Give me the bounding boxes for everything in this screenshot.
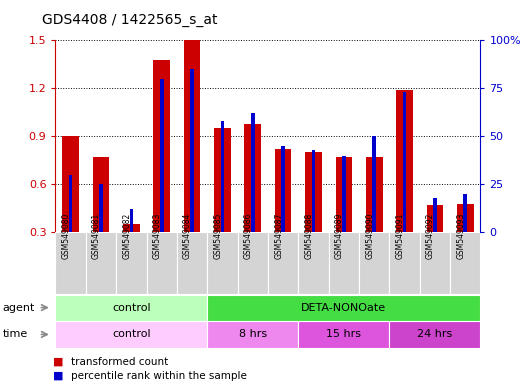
Bar bbox=[62, 136, 79, 232]
Bar bbox=[69, 175, 72, 232]
Text: 8 hrs: 8 hrs bbox=[239, 329, 267, 339]
Bar bbox=[55, 321, 207, 348]
Text: GSM549085: GSM549085 bbox=[213, 212, 222, 258]
Bar bbox=[359, 232, 390, 294]
Text: GDS4408 / 1422565_s_at: GDS4408 / 1422565_s_at bbox=[42, 13, 218, 27]
Bar bbox=[221, 121, 224, 232]
Text: GSM549093: GSM549093 bbox=[456, 212, 465, 259]
Bar bbox=[403, 92, 407, 232]
Text: GSM549092: GSM549092 bbox=[426, 212, 435, 258]
Bar bbox=[55, 232, 86, 294]
Bar bbox=[129, 209, 133, 232]
Bar bbox=[184, 40, 201, 232]
Bar bbox=[305, 152, 322, 232]
Bar bbox=[328, 232, 359, 294]
Bar bbox=[427, 205, 444, 232]
Text: control: control bbox=[112, 303, 150, 313]
Bar bbox=[335, 157, 352, 232]
Bar bbox=[251, 113, 254, 232]
Text: ■: ■ bbox=[53, 357, 63, 367]
Bar bbox=[190, 69, 194, 232]
Bar bbox=[177, 232, 207, 294]
Bar bbox=[298, 321, 389, 348]
Bar bbox=[312, 150, 315, 232]
Text: GSM549089: GSM549089 bbox=[335, 212, 344, 258]
Text: GSM549087: GSM549087 bbox=[274, 212, 283, 258]
Bar bbox=[342, 156, 346, 232]
Bar bbox=[160, 79, 164, 232]
Text: control: control bbox=[112, 329, 150, 339]
Bar bbox=[207, 232, 238, 294]
Bar bbox=[396, 90, 413, 232]
Bar bbox=[464, 194, 467, 232]
Bar bbox=[214, 128, 231, 232]
Bar bbox=[450, 232, 480, 294]
Bar bbox=[433, 198, 437, 232]
Bar bbox=[99, 184, 103, 232]
Bar bbox=[207, 295, 480, 321]
Bar bbox=[238, 232, 268, 294]
Text: DETA-NONOate: DETA-NONOate bbox=[301, 303, 386, 313]
Bar bbox=[420, 232, 450, 294]
Bar bbox=[268, 232, 298, 294]
Bar bbox=[298, 232, 328, 294]
Bar bbox=[55, 295, 207, 321]
Bar bbox=[92, 157, 109, 232]
Bar bbox=[86, 232, 116, 294]
Text: GSM549091: GSM549091 bbox=[395, 212, 404, 258]
Bar bbox=[281, 146, 285, 232]
Text: 24 hrs: 24 hrs bbox=[417, 329, 452, 339]
Text: ■: ■ bbox=[53, 371, 63, 381]
Bar bbox=[457, 204, 474, 232]
Text: percentile rank within the sample: percentile rank within the sample bbox=[71, 371, 247, 381]
Bar bbox=[207, 321, 298, 348]
Text: GSM549088: GSM549088 bbox=[305, 212, 314, 258]
Text: 15 hrs: 15 hrs bbox=[326, 329, 361, 339]
Text: time: time bbox=[3, 329, 28, 339]
Text: GSM549081: GSM549081 bbox=[92, 212, 101, 258]
Text: GSM549083: GSM549083 bbox=[153, 212, 162, 258]
Text: GSM549080: GSM549080 bbox=[62, 212, 71, 258]
Text: GSM549082: GSM549082 bbox=[122, 212, 131, 258]
Bar bbox=[244, 124, 261, 232]
Text: GSM549090: GSM549090 bbox=[365, 212, 374, 259]
Bar bbox=[389, 232, 420, 294]
Bar bbox=[147, 232, 177, 294]
Bar bbox=[153, 60, 170, 232]
Bar bbox=[116, 232, 146, 294]
Text: GSM549084: GSM549084 bbox=[183, 212, 192, 258]
Bar bbox=[366, 157, 383, 232]
Text: transformed count: transformed count bbox=[71, 357, 168, 367]
Bar bbox=[275, 149, 291, 232]
Bar bbox=[389, 321, 480, 348]
Text: GSM549086: GSM549086 bbox=[244, 212, 253, 258]
Text: agent: agent bbox=[3, 303, 35, 313]
Bar bbox=[123, 224, 140, 232]
Bar bbox=[372, 136, 376, 232]
